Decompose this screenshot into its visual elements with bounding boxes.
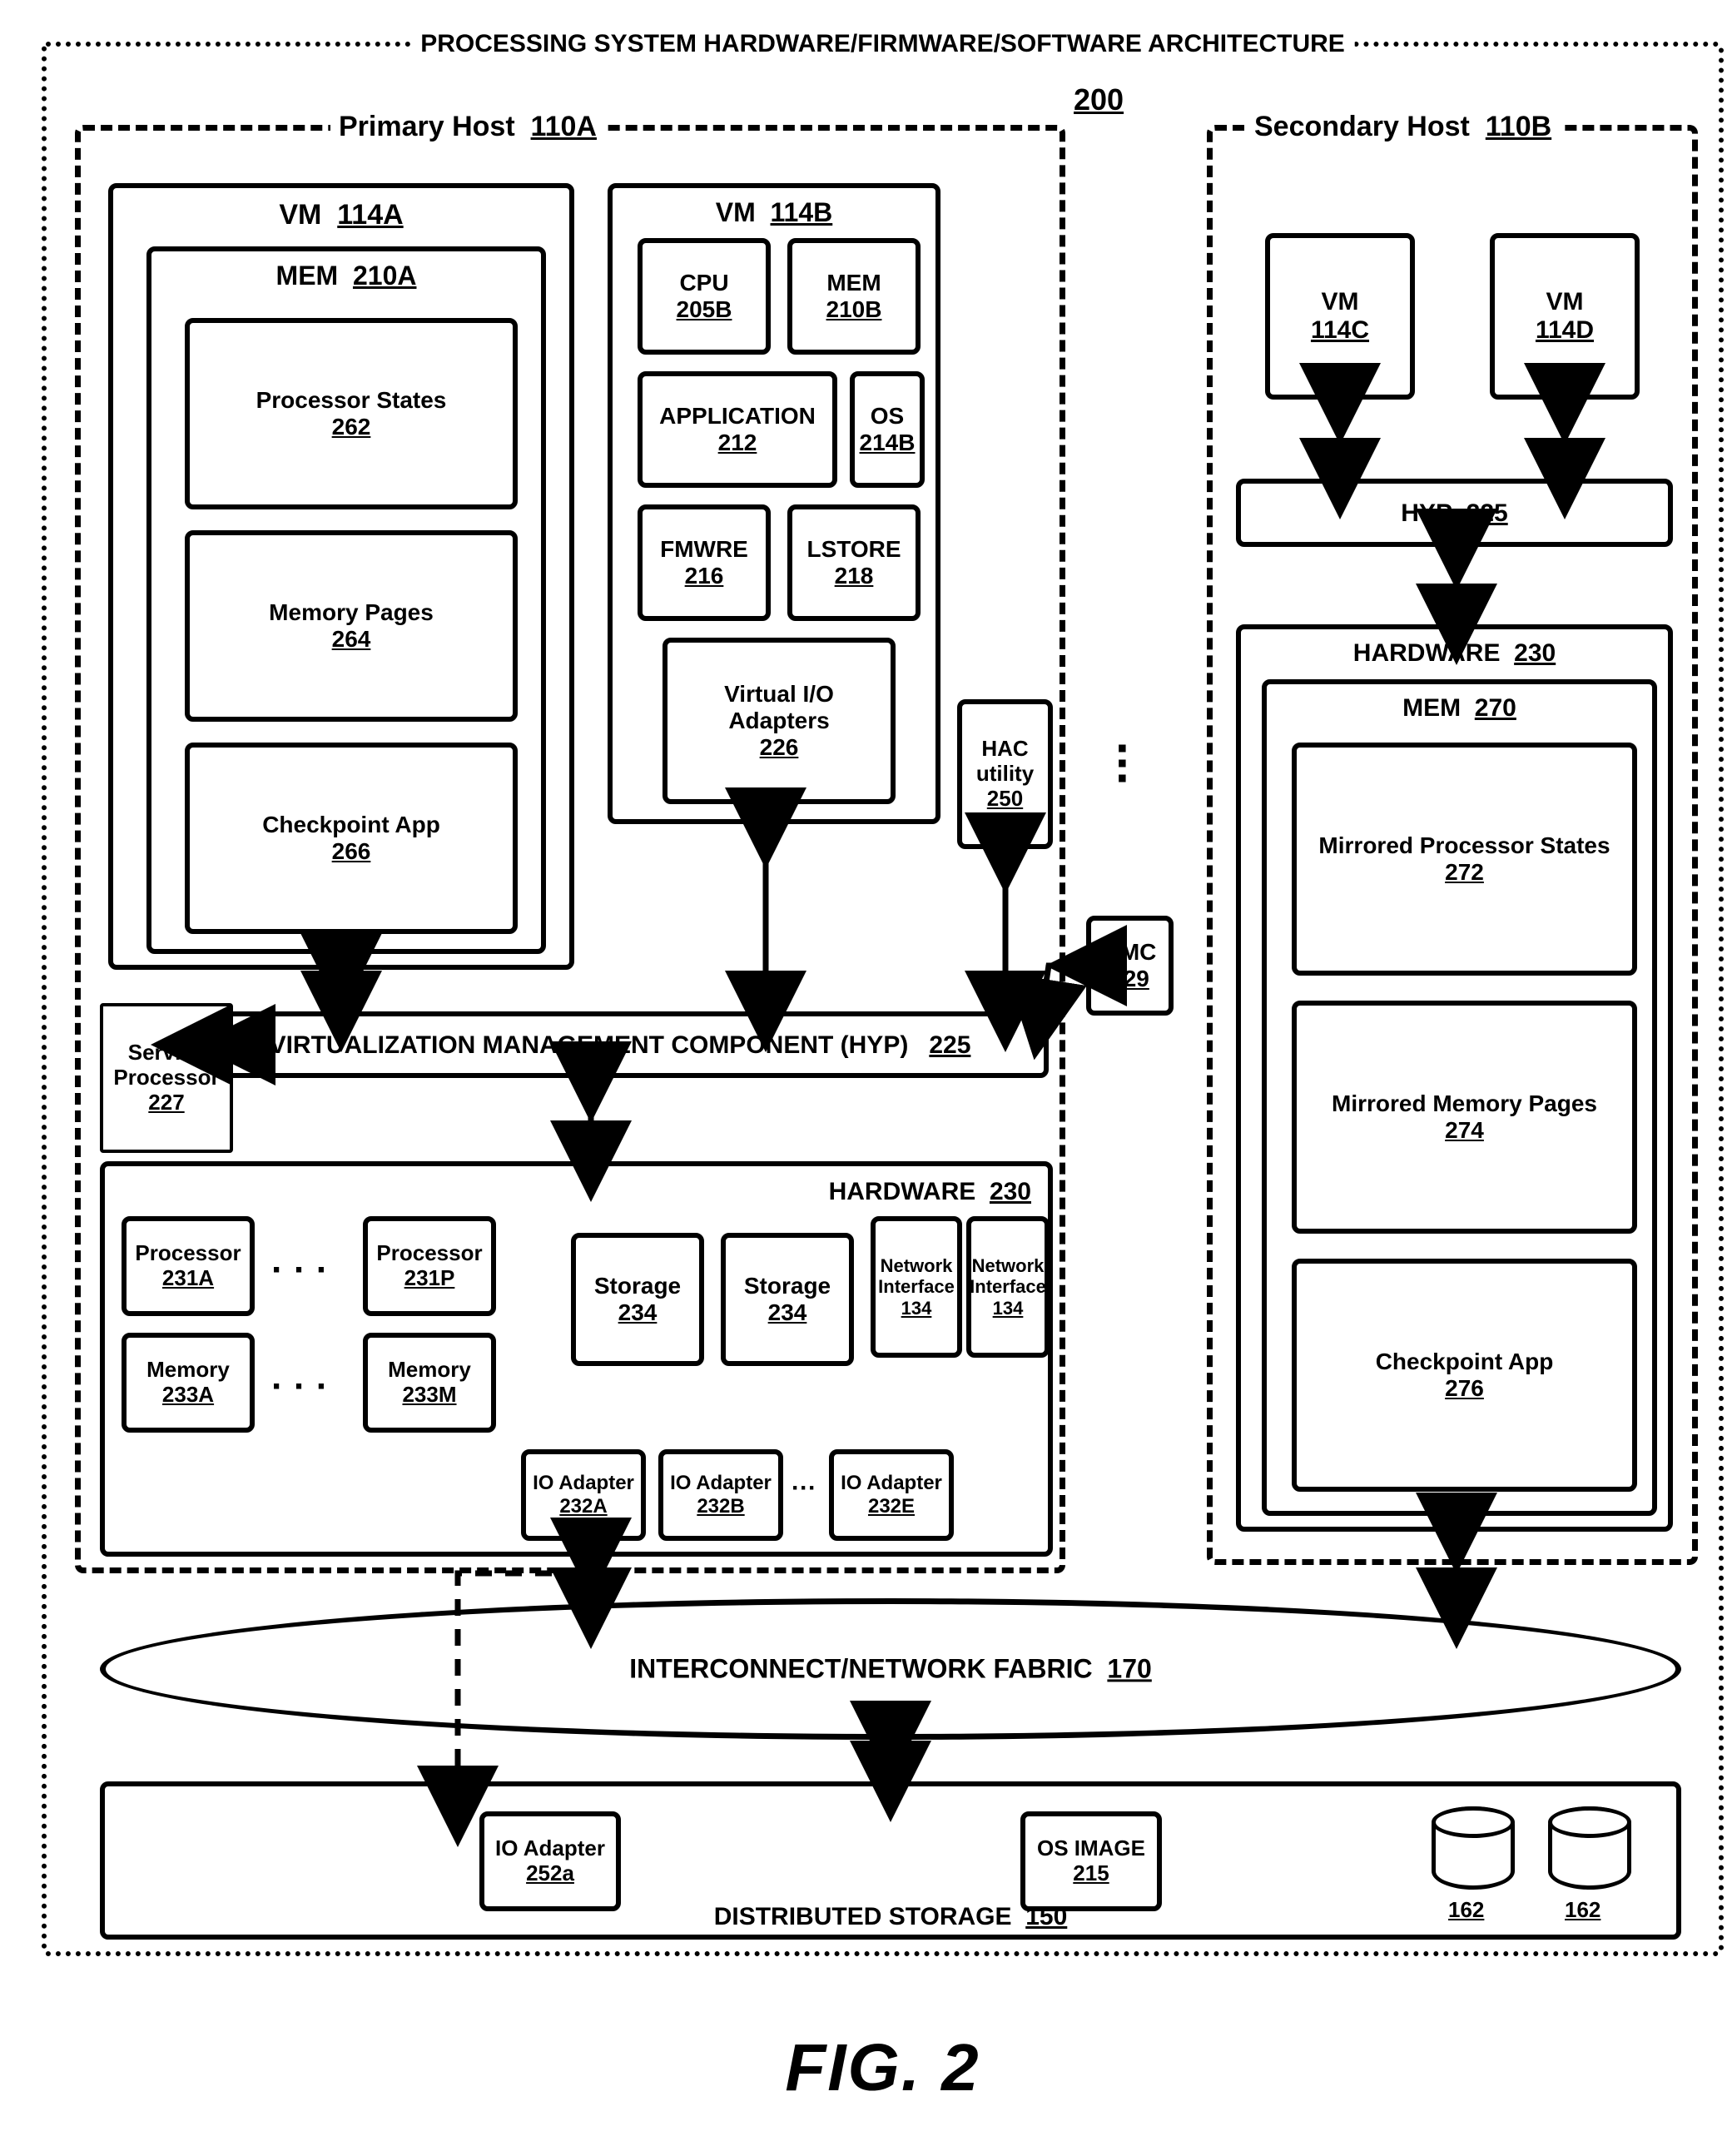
io-adapter-232a: IO Adapter232A bbox=[521, 1449, 646, 1541]
mirrored-processor-states: Mirrored Processor States272 bbox=[1292, 743, 1637, 976]
processor-states: Processor States 262 bbox=[185, 318, 518, 509]
mem-210a: MEM 210A Processor States 262 Memory Pag… bbox=[146, 246, 546, 954]
mem-270: MEM 270 Mirrored Processor States272 Mir… bbox=[1262, 679, 1657, 1516]
vm-114c: VM114C bbox=[1265, 233, 1415, 400]
primary-host-title: Primary Host 110A bbox=[330, 111, 605, 143]
vm-114b: VM 114B CPU205B MEM210B APPLICATION212 O… bbox=[608, 183, 940, 824]
frame-title: PROCESSING SYSTEM HARDWARE/FIRMWARE/SOFT… bbox=[410, 30, 1355, 58]
processor-231a: Processor231A bbox=[122, 1216, 255, 1316]
checkpoint-app-b: Checkpoint App276 bbox=[1292, 1259, 1637, 1492]
virtual-io-adapters: Virtual I/O Adapters 226 bbox=[663, 638, 896, 804]
interconnect-fabric: INTERCONNECT/NETWORK FABRIC 170 bbox=[100, 1598, 1681, 1740]
hmc: HMC 229 bbox=[1086, 916, 1174, 1016]
hac-utility: HAC utility 250 bbox=[957, 699, 1053, 849]
memory-233a: Memory233A bbox=[122, 1333, 255, 1433]
fmwre-216: FMWRE216 bbox=[638, 504, 771, 621]
storage-234-2: Storage234 bbox=[721, 1233, 854, 1366]
mirrored-memory-pages: Mirrored Memory Pages274 bbox=[1292, 1001, 1637, 1234]
os-image: OS IMAGE215 bbox=[1020, 1811, 1162, 1911]
vm-114d: VM114D bbox=[1490, 233, 1640, 400]
memory-233m: Memory233M bbox=[363, 1333, 496, 1433]
memory-pages: Memory Pages 264 bbox=[185, 530, 518, 722]
checkpoint-app-a: Checkpoint App 266 bbox=[185, 743, 518, 934]
secondary-host-title: Secondary Host 110B bbox=[1246, 111, 1560, 143]
io-adapter-232b: IO Adapter232B bbox=[658, 1449, 783, 1541]
application-212: APPLICATION212 bbox=[638, 371, 837, 488]
processor-231p: Processor231P bbox=[363, 1216, 496, 1316]
service-processor: Service Processor 227 bbox=[100, 1003, 233, 1153]
mem-210b: MEM210B bbox=[787, 238, 921, 355]
frame-title-text: PROCESSING SYSTEM HARDWARE/FIRMWARE/SOFT… bbox=[420, 30, 1345, 57]
os-214b: OS214B bbox=[850, 371, 925, 488]
lstore-218: LSTORE218 bbox=[787, 504, 921, 621]
figure-caption: FIG. 2 bbox=[785, 2029, 980, 2106]
vm-114a: VM 114A MEM 210A Processor States 262 Me… bbox=[108, 183, 574, 970]
disk-icon-2 bbox=[1548, 1806, 1631, 1890]
io-adapter-252a: IO Adapter252a bbox=[479, 1811, 621, 1911]
io-adapter-232e: IO Adapter232E bbox=[829, 1449, 954, 1541]
network-interface-1: NetworkInterface134 bbox=[871, 1216, 962, 1358]
hardware-primary: HARDWARE 230 Processor231A · · · Process… bbox=[100, 1161, 1053, 1557]
disk-icon-1 bbox=[1432, 1806, 1515, 1890]
arch-ref: 200 bbox=[1074, 83, 1124, 117]
hyp-secondary: HYP 225 bbox=[1236, 479, 1673, 547]
hypervisor: VIRTUALIZATION MANAGEMENT COMPONENT (HYP… bbox=[191, 1011, 1049, 1078]
storage-234-1: Storage234 bbox=[571, 1233, 704, 1366]
network-interface-2: NetworkInterface134 bbox=[966, 1216, 1050, 1358]
cpu-205b: CPU205B bbox=[638, 238, 771, 355]
hardware-secondary: HARDWARE 230 MEM 270 Mirrored Processor … bbox=[1236, 624, 1673, 1532]
